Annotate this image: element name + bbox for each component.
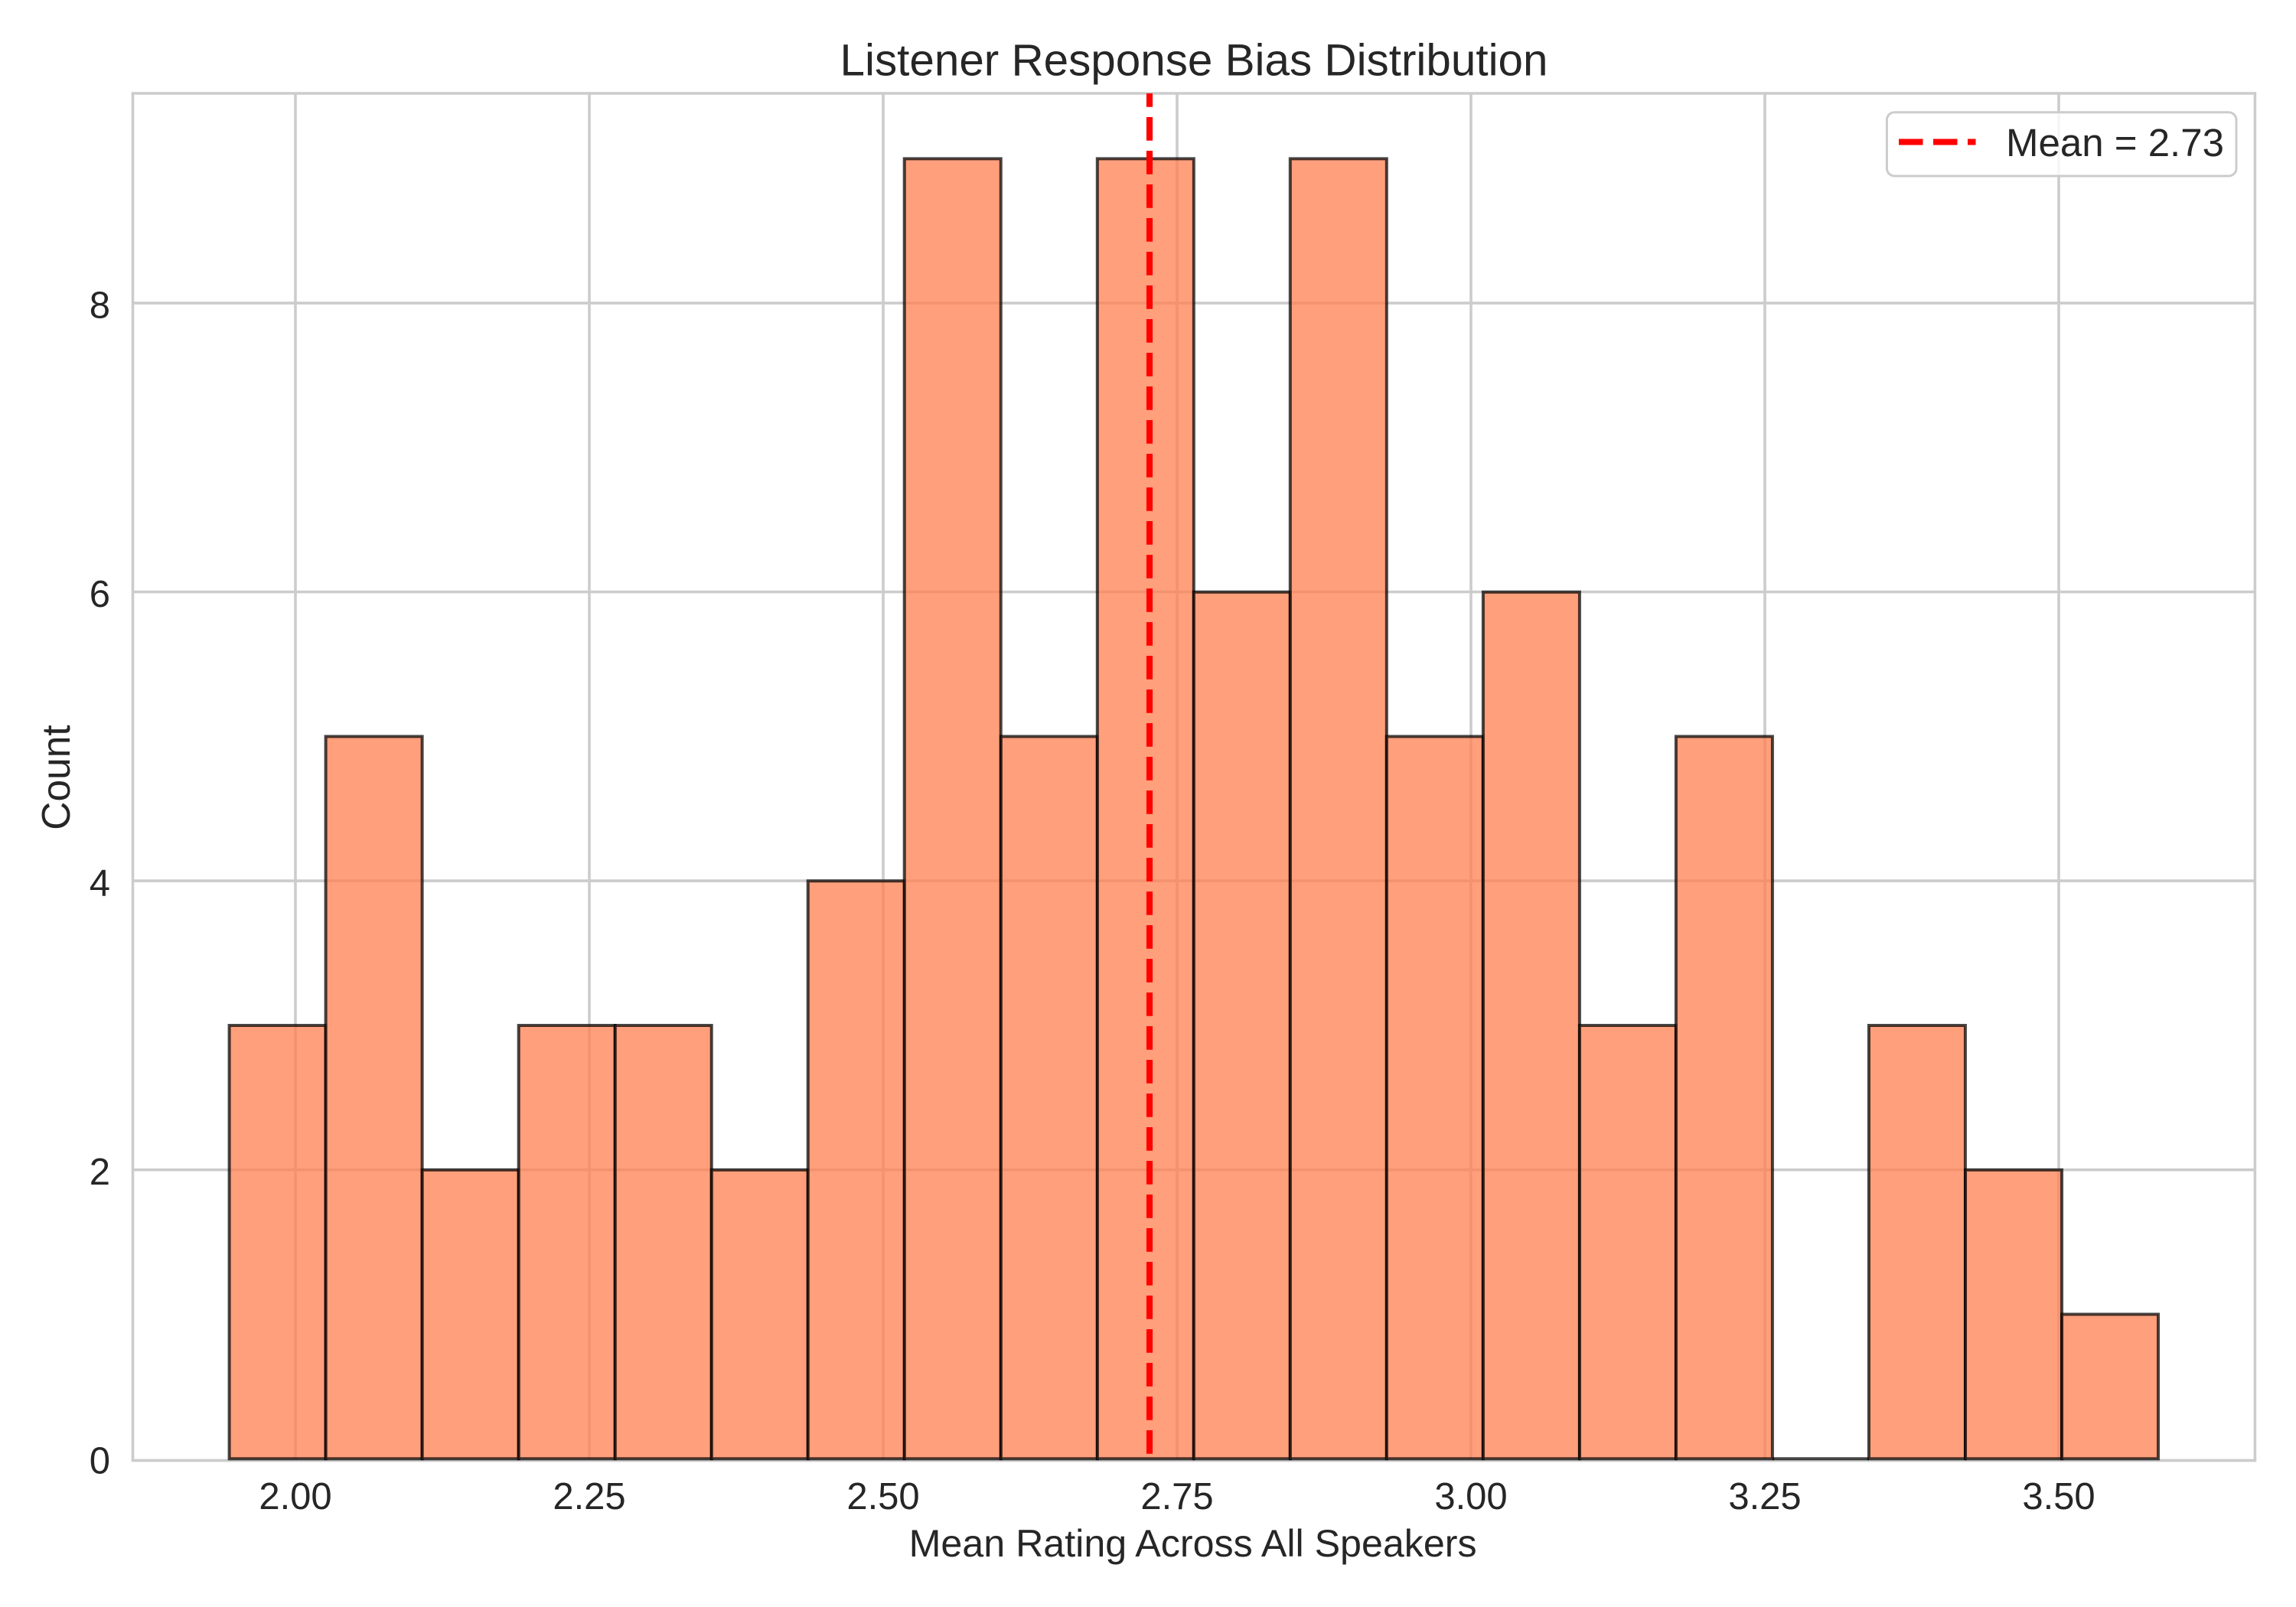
- svg-text:8: 8: [90, 285, 110, 326]
- svg-text:3.00: 3.00: [1434, 1476, 1507, 1517]
- svg-text:Count: Count: [34, 725, 78, 830]
- svg-text:3.50: 3.50: [2022, 1476, 2095, 1517]
- svg-text:2.25: 2.25: [553, 1476, 625, 1517]
- svg-text:2: 2: [90, 1152, 110, 1193]
- svg-text:0: 0: [90, 1441, 110, 1482]
- svg-text:Mean Rating Across All Speaker: Mean Rating Across All Speakers: [909, 1522, 1477, 1565]
- svg-text:3.25: 3.25: [1728, 1476, 1801, 1517]
- svg-text:2.50: 2.50: [846, 1476, 919, 1517]
- svg-text:2.00: 2.00: [259, 1476, 331, 1517]
- svg-text:Listener Response Bias Distrib: Listener Response Bias Distribution: [840, 36, 1548, 86]
- svg-text:2.75: 2.75: [1140, 1476, 1213, 1517]
- svg-text:4: 4: [90, 862, 110, 904]
- svg-text:Mean = 2.73: Mean = 2.73: [2006, 121, 2224, 165]
- svg-text:6: 6: [90, 574, 110, 615]
